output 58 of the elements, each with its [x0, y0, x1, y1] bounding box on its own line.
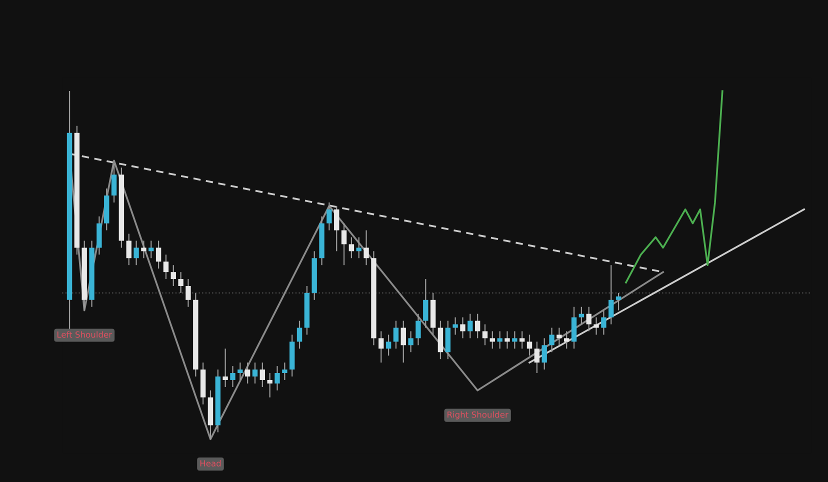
annotation: Right Shoulder [448, 411, 508, 420]
candlestick [578, 306, 584, 325]
candlestick [526, 334, 532, 356]
candlestick [186, 278, 191, 308]
candlestick [238, 362, 243, 381]
candlestick [141, 240, 146, 259]
candlestick [608, 264, 614, 325]
candlestick [512, 330, 518, 350]
candlestick [222, 348, 228, 388]
candlestick [460, 316, 466, 339]
candlestick [616, 292, 622, 311]
candlestick [326, 202, 332, 231]
candlestick [400, 320, 406, 364]
candlestick [163, 254, 169, 280]
candlestick [386, 334, 392, 356]
candlestick [364, 230, 369, 266]
candlestick [356, 236, 362, 259]
candlestick [474, 313, 480, 339]
candlestick [178, 272, 184, 294]
candlestick [393, 320, 399, 350]
candlestick [408, 330, 414, 353]
candlestick [452, 316, 458, 336]
candlestick [490, 330, 496, 350]
candlestick [260, 362, 266, 388]
candlestick [594, 316, 599, 336]
annotation: Head [200, 460, 221, 466]
candlestick [378, 330, 384, 364]
candlestick [148, 240, 154, 259]
candlestick [497, 330, 502, 350]
candlestick [416, 313, 421, 346]
candlestick [244, 362, 250, 384]
candlestick [519, 330, 525, 350]
candlestick [423, 278, 428, 328]
candlestick [549, 327, 554, 353]
candlestick [156, 240, 162, 270]
candlestick [601, 310, 606, 336]
candlestick [126, 233, 132, 266]
candlestick [542, 338, 547, 370]
candlestick [564, 330, 570, 350]
candlestick [267, 372, 272, 398]
candlestick [296, 320, 302, 350]
annotation: Left Shoulder [57, 331, 112, 338]
candlestick [230, 365, 236, 388]
candlestick [482, 324, 488, 346]
candlestick [282, 362, 288, 381]
candlestick [334, 205, 340, 252]
candlestick [252, 362, 258, 384]
candlestick [556, 327, 562, 346]
candlestick [468, 313, 473, 339]
candlestick [134, 240, 139, 266]
candlestick [586, 306, 592, 332]
candlestick [348, 236, 354, 259]
candlestick [170, 264, 176, 287]
candlestick [341, 222, 347, 266]
candlestick [274, 365, 280, 391]
candlestick [111, 164, 117, 203]
candlestick [504, 330, 510, 350]
candlestick [534, 341, 540, 374]
